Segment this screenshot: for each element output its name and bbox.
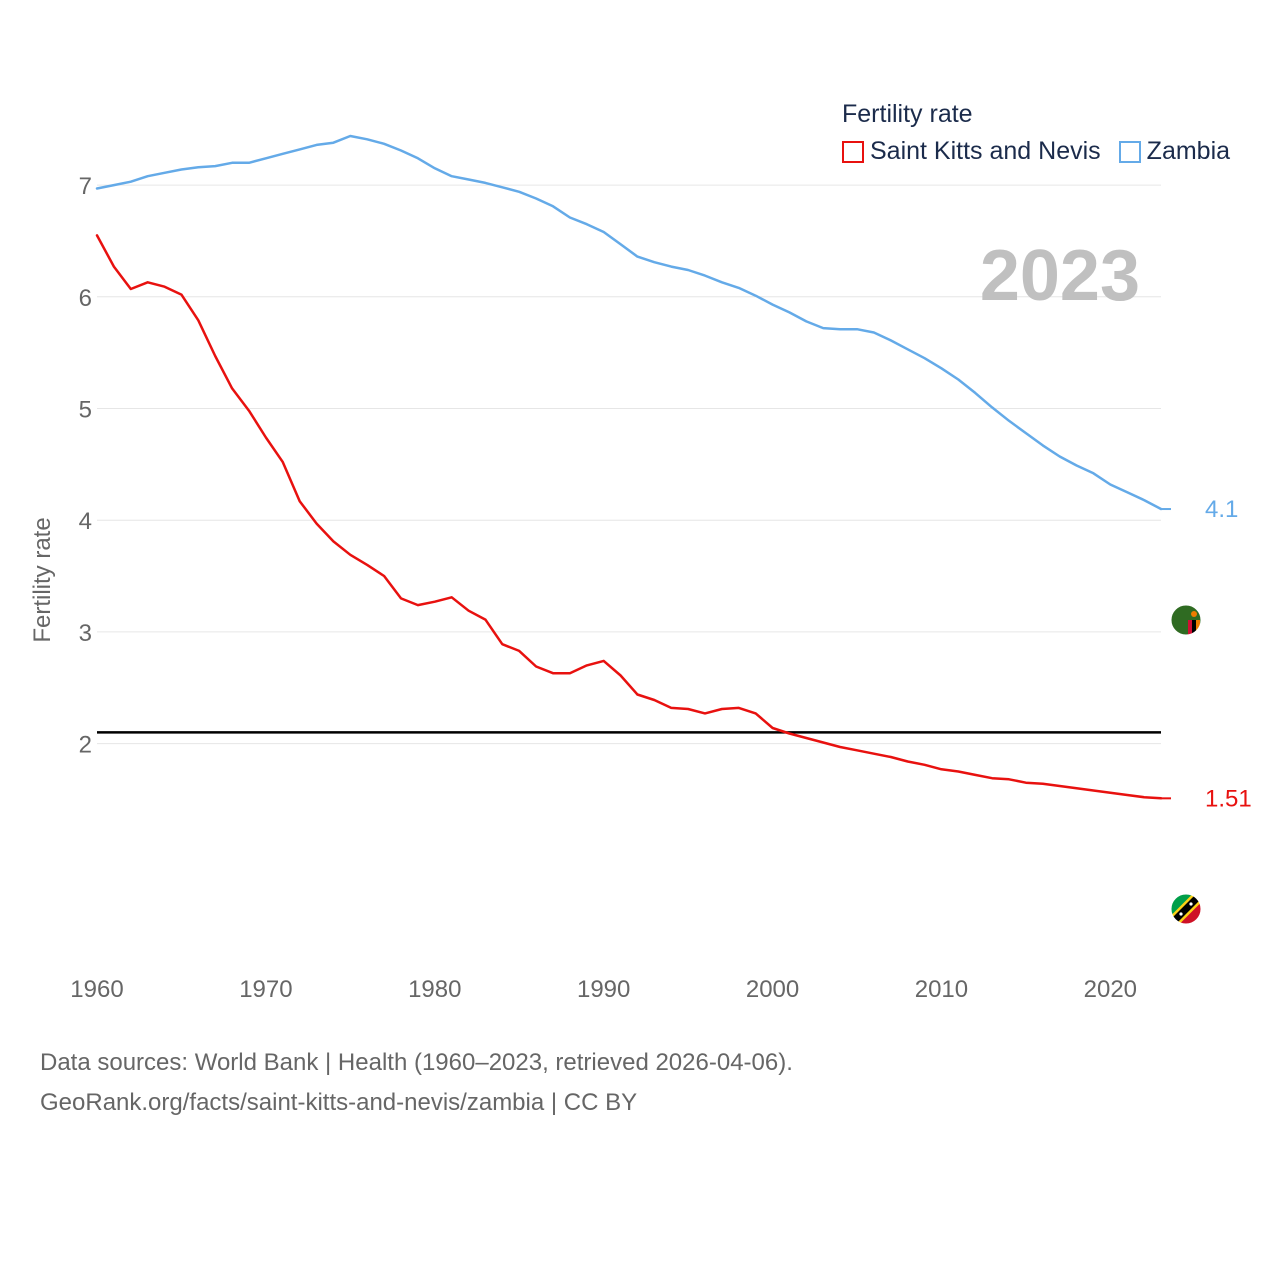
x-tick-label: 1980	[408, 976, 461, 1003]
year-watermark: 2023	[980, 236, 1140, 316]
y-tick-label: 5	[79, 397, 92, 424]
legend-item-zambia[interactable]: Zambia	[1118, 137, 1231, 166]
saint-kitts-and-nevis-flag-icon	[1170, 893, 1202, 925]
x-tick-label: 2010	[915, 976, 968, 1003]
y-tick-label: 7	[79, 173, 92, 200]
attribution-link[interactable]: GeoRank.org/facts/saint-kitts-and-nevis/…	[40, 1089, 638, 1116]
x-tick-label: 1960	[70, 976, 123, 1003]
y-tick-label: 6	[79, 285, 92, 312]
x-tick-label: 1990	[577, 976, 630, 1003]
x-tick-label: 2020	[1084, 976, 1137, 1003]
legend-item-saint-kitts-and-nevis[interactable]: Saint Kitts and Nevis	[842, 137, 1101, 166]
y-axis-label: Fertility rate	[29, 517, 56, 642]
legend-label: Zambia	[1146, 137, 1231, 165]
legend-title: Fertility rate	[842, 100, 973, 128]
legend-swatch-zambia	[1118, 140, 1141, 163]
end-value-label-zambia: 4.1	[1205, 496, 1238, 523]
series-line-zambia	[95, 134, 1163, 511]
series-line-saint-kitts-and-nevis	[95, 234, 1163, 800]
x-tick-label: 1970	[239, 976, 292, 1003]
y-tick-label: 2	[79, 732, 92, 759]
x-tick-label: 2000	[746, 976, 799, 1003]
legend-swatch-saint-kitts-and-nevis	[842, 140, 864, 163]
y-tick-label: 3	[79, 620, 92, 647]
y-tick-label: 4	[79, 508, 92, 535]
legend: Fertility rate Saint Kitts and Nevis Zam…	[842, 100, 1230, 166]
zambia-flag-icon	[1170, 604, 1202, 636]
source-footer: Data sources: World Bank | Health (1960–…	[40, 1043, 793, 1123]
data-source-text: Data sources: World Bank | Health (1960–…	[40, 1049, 793, 1076]
end-value-label-saint-kitts-and-nevis: 1.51	[1205, 785, 1252, 812]
legend-label: Saint Kitts and Nevis	[870, 137, 1101, 165]
